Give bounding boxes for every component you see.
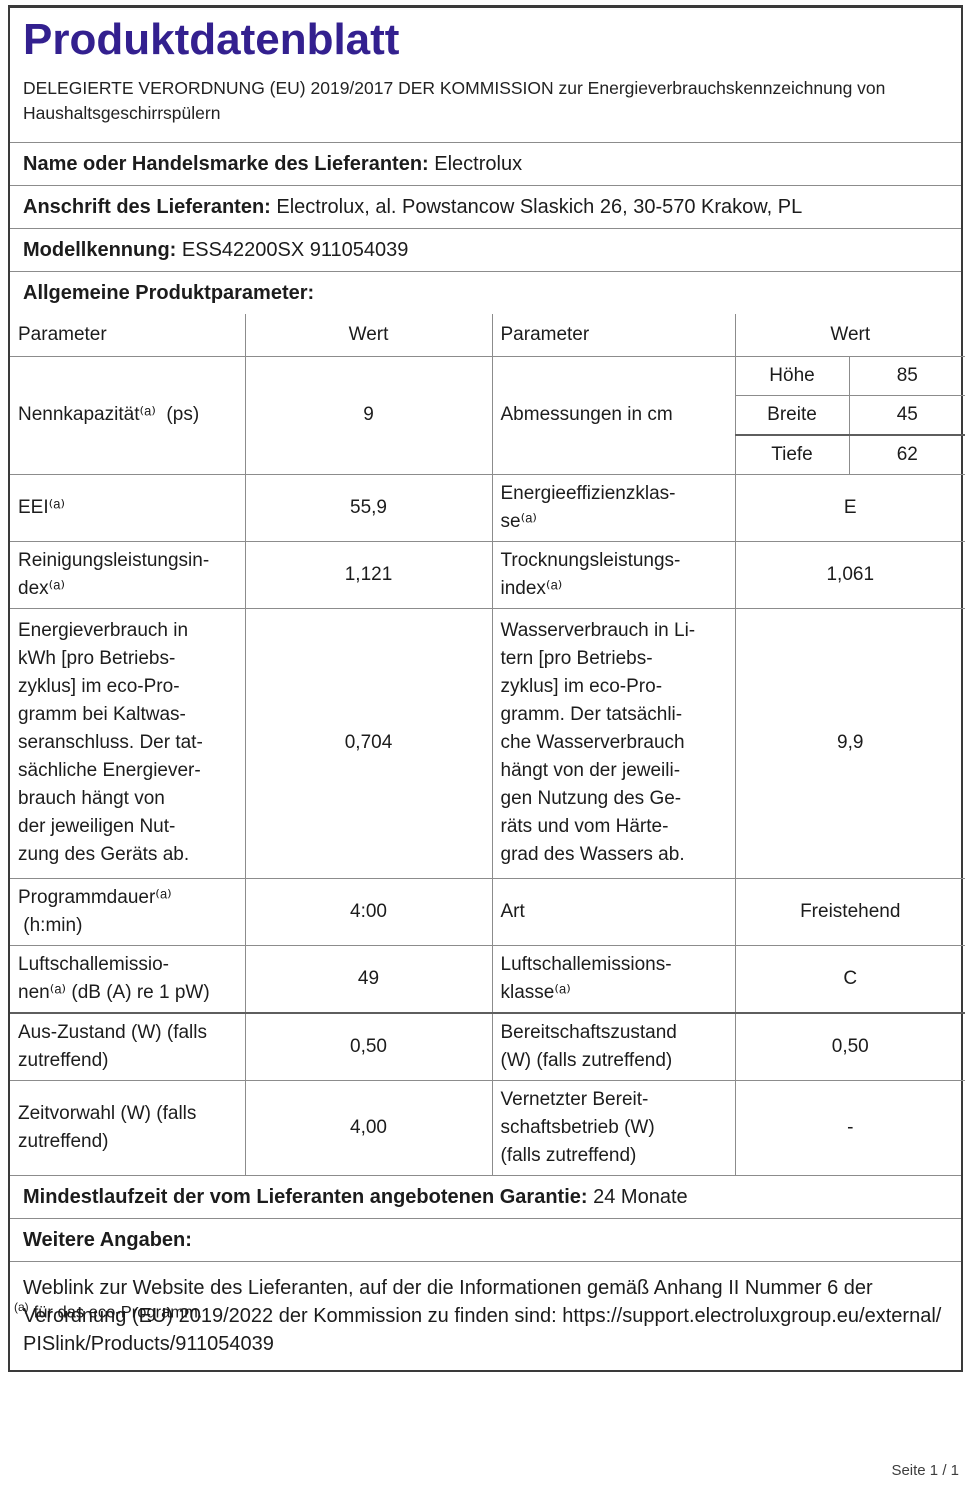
table-row-energy-consumption: Energieverbrauch in kWh [pro Betriebs- z… bbox=[10, 607, 966, 879]
warranty-row: Mindestlaufzeit der vom Lieferanten ange… bbox=[10, 1174, 961, 1218]
eei-label: EEI⁽ᵃ⁾ bbox=[10, 473, 246, 542]
water-consumption-value: 9,9 bbox=[734, 607, 966, 879]
supplier-address-row: Anschrift des Lieferanten: Electrolux, a… bbox=[10, 185, 961, 228]
page-number: Seite 1 / 1 bbox=[891, 1462, 959, 1479]
table-row-noise: Luftschallemissio- nen⁽ᵃ⁾ (dB (A) re 1 p… bbox=[10, 944, 966, 1013]
table-row-dimension-width: Breite 45 bbox=[10, 394, 966, 435]
header-parameter-2: Parameter bbox=[491, 314, 736, 357]
cleaning-index-label: Reinigungsleistungsin- dex⁽ᵃ⁾ bbox=[10, 540, 246, 609]
header-parameter-1: Parameter bbox=[10, 314, 246, 357]
drying-index-value: 1,061 bbox=[734, 540, 966, 609]
more-info-row: Weitere Angaben: bbox=[10, 1217, 961, 1261]
cleaning-index-value: 1,121 bbox=[244, 540, 493, 609]
supplier-name-row: Name oder Handelsmarke des Lieferanten: … bbox=[10, 142, 961, 185]
footnote: (a) für das eco-Programm. bbox=[14, 1300, 202, 1323]
supplier-name-value: Electrolux bbox=[434, 153, 523, 175]
general-parameters-heading-row: Allgemeine Produktparameter: bbox=[10, 271, 961, 314]
table-header-row: Parameter Wert Parameter Wert bbox=[10, 314, 966, 357]
table-row-capacity: Nennkapazität⁽ᵃ⁾ (ps) 9 Abmessungen in c… bbox=[10, 355, 966, 475]
table-row-delay-start: Zeitvorwahl (W) (falls zutreffend) 4,00 … bbox=[10, 1079, 966, 1175]
footnote-marker: (a) bbox=[14, 1300, 29, 1314]
dimension-depth-value: 62 bbox=[848, 433, 966, 475]
model-id-value: ESS42200SX 911054039 bbox=[181, 239, 409, 261]
supplier-address-value: Electrolux, al. Powstancow Slaskich 26, … bbox=[276, 196, 803, 218]
supplier-address-label: Anschrift des Lieferanten: bbox=[23, 196, 271, 218]
table-row-eei: EEI⁽ᵃ⁾ 55,9 Energieeffizienzklas- se⁽ᵃ⁾ … bbox=[10, 473, 966, 542]
noise-label: Luftschallemissio- nen⁽ᵃ⁾ (dB (A) re 1 p… bbox=[10, 944, 246, 1013]
standby-value: 0,50 bbox=[734, 1011, 966, 1081]
datasheet-document: Produktdatenblatt DELEGIERTE VERORDNUNG … bbox=[8, 5, 966, 1372]
delay-start-value: 4,00 bbox=[244, 1079, 493, 1175]
dimension-width-value: 45 bbox=[848, 394, 966, 435]
noise-class-value: C bbox=[734, 944, 966, 1013]
off-mode-label: Aus-Zustand (W) (falls zutreffend) bbox=[10, 1011, 246, 1081]
eei-value: 55,9 bbox=[244, 473, 493, 542]
networked-standby-value: - bbox=[734, 1079, 966, 1175]
table-row-off-mode: Aus-Zustand (W) (falls zutreffend) 0,50 … bbox=[10, 1011, 966, 1081]
header-wert-2: Wert bbox=[734, 314, 966, 357]
page-title: Produktdatenblatt bbox=[23, 15, 400, 64]
noise-value: 49 bbox=[244, 944, 493, 1013]
dimension-width-label: Breite bbox=[735, 394, 850, 435]
programme-duration-value: 4:00 bbox=[244, 877, 493, 946]
energy-class-label: Energieeffizienzklas- se⁽ᵃ⁾ bbox=[491, 473, 736, 542]
title-block: Produktdatenblatt DELEGIERTE VERORDNUNG … bbox=[10, 8, 961, 142]
type-label: Art bbox=[491, 877, 736, 946]
regulation-subtitle: DELEGIERTE VERORDNUNG (EU) 2019/2017 DER… bbox=[23, 78, 886, 123]
supplier-name-label: Name oder Handelsmarke des Lieferanten: bbox=[23, 153, 429, 175]
energy-consumption-label: Energieverbrauch in kWh [pro Betriebs- z… bbox=[10, 607, 246, 879]
weblink-row: Weblink zur Website des Lieferanten, auf… bbox=[10, 1260, 961, 1370]
table-row-programme-duration: Programmdauer⁽ᵃ⁾ (h:min) 4:00 Art Freist… bbox=[10, 877, 966, 946]
dimension-height-label: Höhe bbox=[734, 355, 850, 396]
energy-consumption-value: 0,704 bbox=[244, 607, 493, 879]
drying-index-label: Trocknungsleistungs- index⁽ᵃ⁾ bbox=[491, 540, 736, 609]
programme-duration-label: Programmdauer⁽ᵃ⁾ (h:min) bbox=[10, 877, 246, 946]
networked-standby-label: Vernetzter Bereit- schaftsbetrieb (W) (f… bbox=[491, 1079, 736, 1175]
capacity-value: 9 bbox=[244, 355, 493, 475]
dimension-depth-label: Tiefe bbox=[735, 433, 850, 475]
model-id-row: Modellkennung: ESS42200SX 911054039 bbox=[10, 228, 961, 271]
warranty-value: 24 Monate bbox=[593, 1185, 688, 1208]
footnote-text: für das eco-Programm. bbox=[33, 1303, 203, 1322]
type-value: Freistehend bbox=[734, 877, 966, 946]
header-wert-1: Wert bbox=[244, 314, 493, 357]
product-parameters-table: Parameter Wert Parameter Wert Nennkapazi… bbox=[10, 314, 966, 1175]
dimension-height-value: 85 bbox=[848, 355, 966, 396]
energy-class-value: E bbox=[734, 473, 966, 542]
capacity-label: Nennkapazität⁽ᵃ⁾ (ps) bbox=[10, 355, 246, 475]
general-parameters-label: Allgemeine Produktparameter: bbox=[23, 282, 315, 304]
more-info-label: Weitere Angaben: bbox=[23, 1228, 192, 1251]
model-id-label: Modellkennung: bbox=[23, 239, 177, 261]
delay-start-label: Zeitvorwahl (W) (falls zutreffend) bbox=[10, 1079, 246, 1175]
standby-label: Bereitschaftszustand (W) (falls zutreffe… bbox=[491, 1011, 736, 1081]
warranty-label: Mindestlaufzeit der vom Lieferanten ange… bbox=[23, 1185, 588, 1208]
table-row-cleaning-index: Reinigungsleistungsin- dex⁽ᵃ⁾ 1,121 Troc… bbox=[10, 540, 966, 609]
water-consumption-label: Wasserverbrauch in Li- tern [pro Betrieb… bbox=[491, 607, 736, 879]
off-mode-value: 0,50 bbox=[244, 1011, 493, 1081]
dimensions-label: Abmessungen in cm bbox=[491, 355, 736, 475]
weblink-url[interactable]: https://support.electroluxgroup.eu/exter… bbox=[23, 1304, 942, 1355]
weblink-text: Weblink zur Website des Lieferanten, auf… bbox=[23, 1276, 873, 1327]
noise-class-label: Luftschallemissions- klasse⁽ᵃ⁾ bbox=[491, 944, 736, 1013]
